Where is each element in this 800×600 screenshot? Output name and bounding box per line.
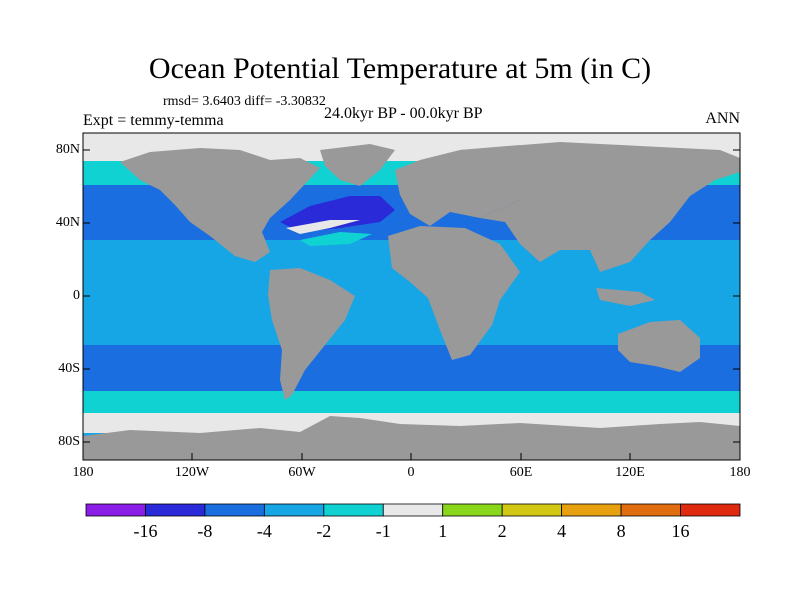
y-tick-label-40n: 40N — [55, 215, 80, 230]
y-tick-marks — [83, 149, 740, 443]
colorbar-swatch — [263, 503, 325, 517]
stats-text: rmsd= 3.6403 diff= -3.30832 — [163, 94, 326, 109]
y-tick-label-0: 0 — [73, 288, 80, 303]
north-america — [120, 148, 320, 262]
x-tick-label-180e: 180 — [729, 465, 751, 480]
colorbar — [85, 503, 741, 517]
x-tick-label-60w: 60W — [288, 465, 316, 480]
colorbar-label: -8 — [197, 521, 213, 541]
band-south-front — [83, 391, 740, 413]
y-tick-label-80s: 80S — [58, 434, 80, 449]
y-tick-label-80n: 80N — [55, 142, 80, 157]
north-atlantic-cold-anomaly — [280, 196, 395, 232]
colorbar-label: 4 — [557, 521, 567, 541]
colorbar-swatch — [145, 503, 206, 517]
colorbar-label: -2 — [316, 521, 332, 541]
south-america — [268, 268, 355, 400]
x-tick-label-180w: 180 — [72, 465, 94, 480]
y-tick-label-40s: 40S — [58, 361, 80, 376]
indonesia — [596, 288, 655, 306]
colorbar-label: 1 — [438, 521, 448, 541]
asia — [460, 142, 740, 272]
australia — [618, 320, 700, 372]
colorbar-swatch — [561, 503, 622, 517]
north-atlantic-cyan — [300, 232, 372, 246]
greenland — [320, 144, 395, 186]
europe — [395, 145, 520, 226]
north-atlantic-white-streak — [286, 220, 360, 234]
colorbar-swatch — [204, 503, 265, 517]
x-tick-label-120e: 120E — [615, 465, 645, 480]
experiment-label: Expt = temmy-temma — [83, 112, 224, 129]
colorbar-label: 16 — [671, 521, 690, 541]
colorbar-swatch — [85, 503, 146, 517]
antarctica — [83, 416, 740, 460]
colorbar-label: 8 — [616, 521, 626, 541]
colorbar-label: 2 — [497, 521, 507, 541]
colorbar-swatch — [323, 503, 384, 517]
x-tick-marks — [82, 453, 741, 460]
chart-title: Ocean Potential Temperature at 5m (in C) — [148, 52, 652, 85]
colorbar-swatch — [442, 503, 503, 517]
season-label: ANN — [705, 110, 740, 127]
colorbar-swatch — [382, 503, 444, 517]
colorbar-label: -4 — [256, 521, 272, 541]
x-tick-label-120w: 120W — [174, 465, 210, 480]
colorbar-swatch — [620, 503, 681, 517]
colorbar-swatch — [501, 503, 563, 517]
colorbar-label: -1 — [375, 521, 391, 541]
x-tick-label-0: 0 — [407, 465, 415, 480]
colorbar-label: -16 — [133, 521, 158, 541]
africa — [388, 226, 520, 360]
period-label: 24.0kyr BP - 00.0kyr BP — [324, 105, 483, 122]
x-tick-label-60e: 60E — [509, 465, 533, 480]
colorbar-swatch — [680, 503, 741, 517]
